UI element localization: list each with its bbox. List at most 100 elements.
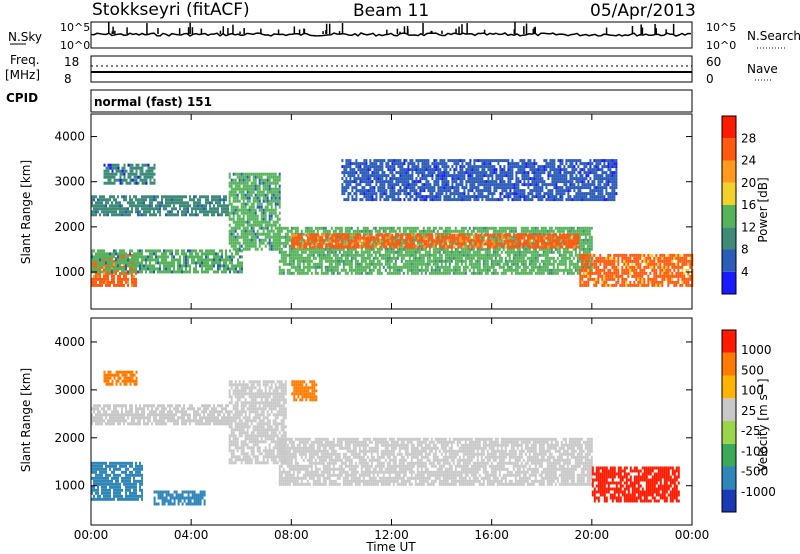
echo-cell [689, 256, 692, 260]
echo-cell [111, 270, 113, 274]
echo-cell [145, 270, 147, 274]
echo-cell [272, 247, 275, 251]
echo-cell [284, 244, 287, 248]
echo-cell [232, 187, 235, 191]
echo-cell [318, 262, 321, 266]
echo-cell [373, 165, 376, 169]
echo-cell [238, 241, 241, 245]
echo-cell [559, 245, 562, 249]
echo-cell [366, 229, 369, 233]
echo-cell [217, 258, 219, 262]
echo-cell [193, 267, 195, 271]
echo-cell [568, 226, 571, 230]
echo-cell [320, 265, 323, 269]
echo-cell [91, 201, 93, 205]
echo-cell [223, 210, 225, 214]
echo-cell [119, 277, 121, 281]
echo-cell [417, 233, 420, 237]
echo-cell [276, 193, 279, 197]
echo-cell [322, 229, 325, 233]
echo-cell [320, 226, 323, 230]
echo-cell [448, 259, 451, 263]
echo-cell [345, 180, 348, 184]
echo-cell [649, 271, 652, 275]
echo-cell [384, 259, 387, 263]
echo-cell [478, 235, 481, 239]
echo-cell [422, 232, 425, 236]
echo-cell [352, 268, 355, 272]
echo-cell [99, 261, 101, 265]
echo-cell [169, 270, 171, 274]
echo-cell [234, 190, 237, 194]
echo-cell [407, 245, 410, 249]
echo-cell [306, 268, 309, 272]
echo-cell [179, 198, 181, 202]
echo-cell [430, 253, 433, 257]
echo-cell [240, 172, 243, 176]
echo-cell [651, 262, 654, 266]
echo-cell [517, 242, 520, 246]
echo-cell [446, 268, 449, 272]
echo-cell [619, 283, 622, 287]
echo-cell [587, 274, 590, 278]
echo-cell [101, 210, 103, 214]
echo-cell [565, 233, 568, 237]
echo-cell [109, 178, 112, 182]
echo-cell [403, 245, 406, 249]
echo-cell [223, 198, 225, 202]
echo-cell [127, 175, 130, 179]
echo-cell [424, 247, 427, 251]
echo-cell [272, 175, 275, 179]
echo-cell [167, 264, 169, 268]
echo-cell [288, 259, 291, 263]
echo-cell [246, 172, 249, 176]
echo-cell [349, 165, 352, 169]
echo-cell [266, 202, 269, 206]
echo-cell [171, 207, 173, 211]
echo-cell [187, 210, 189, 214]
echo-cell [246, 208, 249, 212]
echo-cell [410, 259, 413, 263]
echo-cell [227, 207, 229, 211]
echo-cell [143, 175, 146, 179]
echo-cell [611, 277, 614, 281]
echo-cell [296, 247, 299, 251]
echo-cell [667, 280, 670, 284]
echo-cell [256, 172, 259, 176]
echo-cell [119, 261, 121, 265]
echo-cell [418, 256, 421, 260]
echo-cell [313, 236, 316, 240]
echo-cell [532, 256, 535, 260]
echo-cell [478, 247, 481, 251]
echo-cell [375, 159, 378, 163]
echo-cell [400, 244, 403, 248]
echo-cell [270, 223, 273, 227]
echo-cell [135, 172, 138, 176]
echo-cell [507, 236, 510, 240]
echo-cell [591, 271, 594, 275]
echo-cell [347, 174, 350, 178]
echo-cell [394, 262, 397, 266]
echo-cell [236, 235, 239, 239]
echo-cell [260, 172, 263, 176]
echo-cell [444, 265, 447, 269]
echo-cell [149, 264, 151, 268]
echo-cell [93, 277, 95, 281]
echo-cell [167, 255, 169, 259]
echo-cell [264, 205, 267, 209]
echo-cell [494, 259, 497, 263]
echo-cell [474, 250, 477, 254]
nsky-top-tick: 10^5 [60, 21, 90, 34]
echo-cell [605, 274, 608, 278]
echo-cell [480, 256, 483, 260]
echo-cell [365, 174, 368, 178]
echo-cell [238, 199, 241, 203]
echo-cell [262, 238, 265, 242]
echo-cell [494, 262, 497, 266]
echo-cell [242, 226, 245, 230]
echo-cell [498, 265, 501, 269]
echo-cell [528, 256, 531, 260]
echo-cell [546, 250, 549, 254]
echo-cell [651, 259, 654, 263]
echo-cell [325, 242, 328, 246]
